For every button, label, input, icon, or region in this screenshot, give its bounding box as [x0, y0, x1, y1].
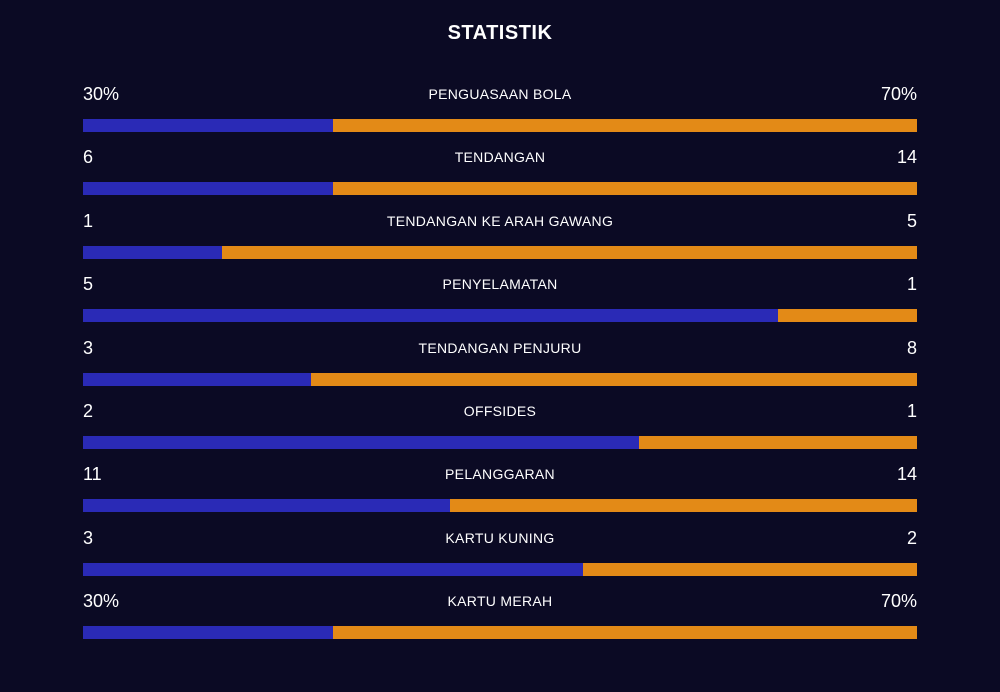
home-bar-fill	[83, 309, 778, 323]
away-value: 1	[906, 400, 917, 421]
stat-row-offsides: 2 OFFSIDES 1	[83, 399, 917, 462]
stat-label: KARTU MERAH	[447, 593, 553, 610]
stat-values: 3 TENDANGAN PENJURU 8	[83, 336, 917, 360]
away-bar-fill	[639, 435, 917, 449]
stat-values: 11 PELANGGARAN 14	[83, 462, 917, 486]
away-value: 70%	[880, 84, 917, 104]
away-bar-fill	[777, 309, 917, 323]
home-value: 30%	[83, 591, 120, 612]
comparison-bar	[83, 119, 917, 132]
away-bar-fill	[310, 372, 917, 386]
home-bar-fill	[83, 562, 584, 576]
home-bar-fill	[83, 372, 311, 386]
stat-row-corners: 3 TENDANGAN PENJURU 8	[83, 336, 917, 399]
stat-row-shots-on-target: 1 TENDANGAN KE ARAH GAWANG 5	[83, 209, 917, 272]
stat-values: 5 PENYELAMATAN 1	[83, 272, 917, 296]
comparison-bar	[83, 245, 917, 259]
stat-label: KARTU KUNING	[445, 529, 555, 546]
away-bar-fill	[583, 562, 917, 576]
away-bar-fill	[222, 245, 917, 259]
away-value: 70%	[880, 591, 917, 612]
stat-label: TENDANGAN KE ARAH GAWANG	[386, 212, 614, 229]
home-value: 3	[83, 337, 94, 358]
stat-label: PELANGGARAN	[445, 466, 555, 483]
home-value: 11	[83, 464, 102, 485]
stat-row-red-cards: 30% KARTU MERAH 70%	[83, 589, 917, 652]
away-value: 2	[906, 527, 917, 548]
home-value: 30%	[83, 84, 120, 104]
panel-title: STATISTIK	[447, 22, 553, 44]
comparison-bar	[83, 626, 917, 640]
comparison-bar	[83, 499, 917, 513]
home-bar-fill	[83, 626, 334, 640]
stats-list: 30% PENGUASAAN BOLA 70% 6 TENDANGAN 14	[83, 82, 917, 653]
home-value: 1	[83, 210, 94, 231]
comparison-bar	[83, 182, 917, 196]
stat-values: 2 OFFSIDES 1	[83, 399, 917, 423]
away-bar-fill	[333, 182, 917, 196]
away-value: 14	[896, 464, 917, 485]
away-value: 1	[906, 274, 917, 295]
stat-values: 6 TENDANGAN 14	[83, 145, 917, 169]
away-bar-fill	[449, 499, 917, 513]
stat-values: 3 KARTU KUNING 2	[83, 526, 917, 550]
away-value: 8	[906, 337, 917, 358]
home-bar-fill	[83, 499, 450, 513]
stat-label: OFFSIDES	[463, 402, 537, 419]
stat-row-fouls: 11 PELANGGARAN 14	[83, 462, 917, 525]
stat-values: 30% KARTU MERAH 70%	[83, 589, 917, 613]
home-value: 5	[83, 274, 94, 295]
home-bar-fill	[83, 245, 223, 259]
comparison-bar	[83, 562, 917, 576]
home-value: 3	[83, 527, 94, 548]
home-bar-fill	[83, 435, 640, 449]
home-value: 2	[83, 400, 94, 421]
stat-row-shots: 6 TENDANGAN 14	[83, 145, 917, 208]
away-bar-fill	[333, 119, 917, 132]
stat-label: PENYELAMATAN	[442, 276, 558, 293]
comparison-bar	[83, 435, 917, 449]
stat-label: PENGUASAAN BOLA	[428, 86, 572, 102]
comparison-bar	[83, 372, 917, 386]
stat-label: TENDANGAN PENJURU	[418, 339, 582, 356]
home-bar-fill	[83, 119, 334, 132]
home-bar-fill	[83, 182, 334, 196]
away-value: 14	[896, 147, 917, 168]
away-value: 5	[906, 210, 917, 231]
stat-row-possession: 30% PENGUASAAN BOLA 70%	[83, 82, 917, 145]
home-value: 6	[83, 147, 94, 168]
stat-label: TENDANGAN	[454, 149, 546, 166]
stat-values: 1 TENDANGAN KE ARAH GAWANG 5	[83, 209, 917, 233]
away-bar-fill	[333, 626, 917, 640]
stat-row-yellow-cards: 3 KARTU KUNING 2	[83, 526, 917, 589]
comparison-bar	[83, 309, 917, 323]
stat-row-saves: 5 PENYELAMATAN 1	[83, 272, 917, 335]
stat-values: 30% PENGUASAAN BOLA 70%	[83, 82, 917, 106]
